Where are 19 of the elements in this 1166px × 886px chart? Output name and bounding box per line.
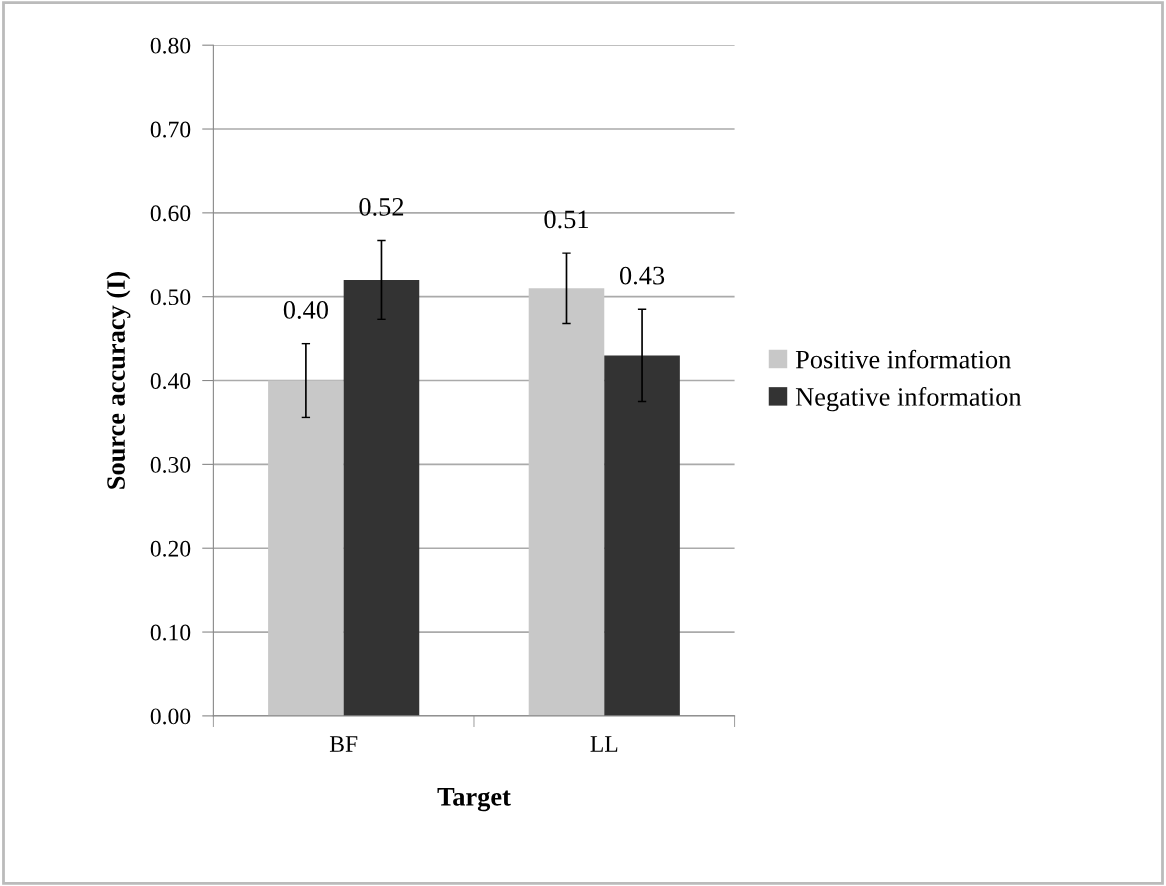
data-label: 0.51	[544, 210, 588, 229]
y-tick-label: 0.40	[150, 373, 191, 390]
y-tick-label: 0.60	[150, 205, 191, 222]
legend-label: Positive information	[795, 349, 1011, 369]
y-tick-label: 0.80	[150, 37, 191, 54]
y-tick-label: 0.70	[150, 121, 191, 138]
x-axis-title: Target	[437, 788, 511, 812]
y-tick-label: 0.10	[150, 624, 191, 641]
y-tick-label: 0.50	[150, 289, 191, 306]
legend-label: Negative information	[795, 387, 1022, 412]
y-tick-label: 0.30	[150, 456, 191, 473]
data-label: 0.52	[359, 197, 404, 216]
data-label: 0.40	[283, 301, 328, 319]
y-axis-title: Source accuracy (I)	[106, 272, 131, 489]
data-label: 0.43	[619, 266, 665, 285]
y-tick-label: 0.00	[150, 708, 191, 725]
y-tick-label: 0.20	[150, 540, 191, 557]
x-tick-label: BF	[329, 736, 358, 752]
x-tick-label: LL	[590, 736, 618, 752]
